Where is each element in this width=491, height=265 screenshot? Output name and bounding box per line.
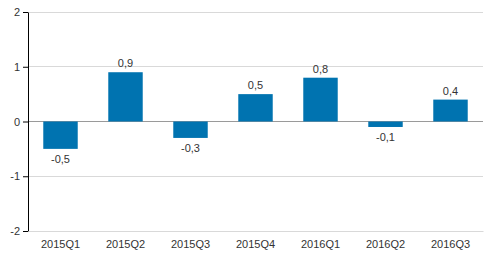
data-label: -0,1 <box>376 131 395 143</box>
data-label: 0,4 <box>443 85 458 97</box>
y-tick-mark <box>23 12 28 13</box>
x-tick: 2015Q2 <box>106 231 145 250</box>
bar <box>238 94 272 121</box>
y-tick-mark <box>23 122 28 123</box>
y-tick-label: -2 <box>10 225 20 237</box>
data-label: 0,9 <box>118 57 133 69</box>
y-tick-mark <box>23 67 28 68</box>
grid-line <box>28 66 483 67</box>
bar <box>43 122 77 149</box>
bars <box>43 72 467 149</box>
x-tick: 2016Q3 <box>431 231 470 250</box>
bar <box>173 122 207 138</box>
data-label: -0,3 <box>181 142 200 154</box>
plot: -0,50,9-0,30,50,8-0,10,4-2-10122015Q1201… <box>10 6 483 250</box>
grid <box>28 12 483 231</box>
y-tick-mark <box>23 176 28 177</box>
data-label: -0,5 <box>51 153 70 165</box>
x-tick-label: 2015Q2 <box>106 238 145 250</box>
y-tick: -1 <box>10 170 28 182</box>
x-axis-line <box>29 231 484 232</box>
grid-line <box>28 176 483 177</box>
x-tick: 2015Q3 <box>171 231 210 250</box>
y-tick: 2 <box>14 6 28 18</box>
x-tick: 2016Q1 <box>301 231 340 250</box>
bar <box>108 72 142 121</box>
x-tick: 2015Q4 <box>236 231 275 250</box>
bar <box>368 122 402 127</box>
bar <box>433 100 467 122</box>
y-tick-label: 1 <box>14 61 20 73</box>
x-tick-label: 2015Q1 <box>41 238 80 250</box>
y-tick: 1 <box>14 61 28 73</box>
y-axis-line <box>28 13 29 232</box>
x-tick: 2015Q1 <box>41 231 80 250</box>
grid-line <box>28 231 483 232</box>
data-label: 0,5 <box>248 79 263 91</box>
y-tick: -2 <box>10 225 28 237</box>
x-tick-label: 2016Q1 <box>301 238 340 250</box>
y-tick-label: 0 <box>14 116 20 128</box>
x-tick: 2016Q2 <box>366 231 405 250</box>
x-axis: 2015Q1 2015Q2 2015Q3 2015Q4 2016Q1 2016Q2 2016… <box>29 231 484 250</box>
y-tick-label: -1 <box>10 170 20 182</box>
x-tick-label: 2015Q4 <box>236 238 275 250</box>
x-tick-label: 2016Q3 <box>431 238 470 250</box>
y-tick-mark <box>23 231 28 232</box>
x-tick-label: 2016Q2 <box>366 238 405 250</box>
data-labels: -0,5 0,9 -0,3 0,5 0,8 -0,1 0,4 <box>51 57 458 165</box>
bar <box>303 78 337 122</box>
y-tick-label: 2 <box>14 6 20 18</box>
grid-line <box>28 12 483 13</box>
y-axis: -2 -1 0 1 2 <box>10 6 28 237</box>
chart: -0,50,9-0,30,50,8-0,10,4-2-10122015Q1201… <box>0 0 491 265</box>
data-label: 0,8 <box>313 63 328 75</box>
y-tick: 0 <box>14 116 28 128</box>
x-tick-label: 2015Q3 <box>171 238 210 250</box>
